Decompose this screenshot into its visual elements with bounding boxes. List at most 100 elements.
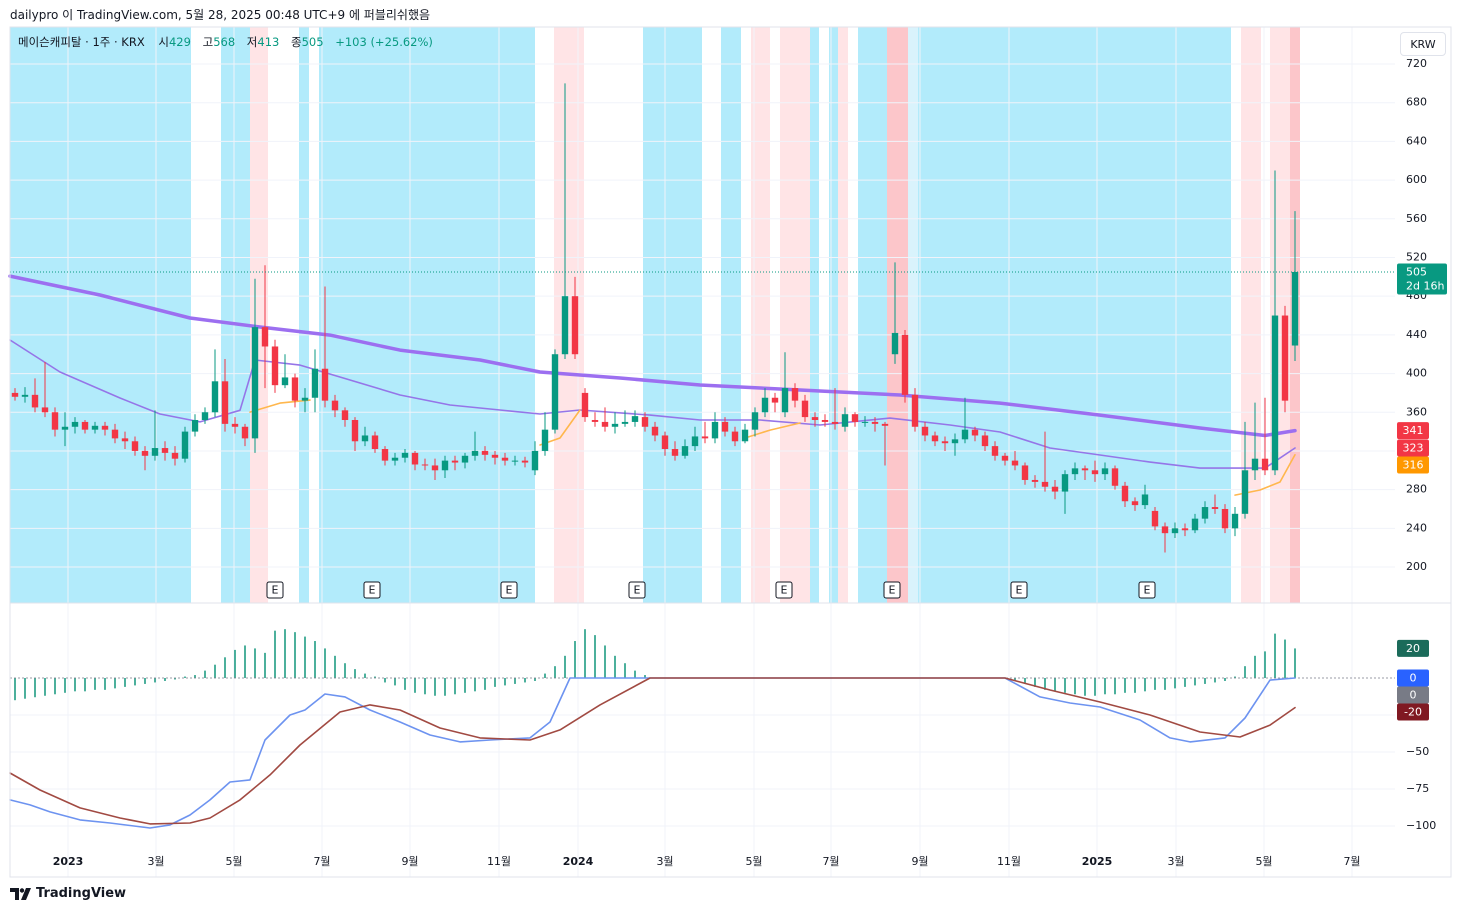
value-label-box [1397,456,1429,474]
candle-body [691,436,699,447]
high-label: 고 [202,35,214,49]
background-zone [643,27,702,603]
y-tick-label: −75 [1406,782,1429,795]
bar-countdown: 2d 16h [1406,280,1444,293]
y-tick-label: 600 [1406,173,1427,186]
candle-body [561,296,569,355]
background-zone [751,27,770,603]
open-label: 시 [158,35,169,49]
candle-body [1191,518,1199,531]
x-tick-label: 3월 [147,855,164,868]
background-zone [554,27,584,603]
earnings-marker [628,581,646,599]
background-zone [838,27,848,603]
earnings-marker [500,581,518,599]
candle-body [111,429,119,439]
indicator-line [9,677,1296,829]
x-tick-label: 9월 [401,855,418,868]
value-label-box [1397,639,1429,657]
chart-frame [9,26,1452,878]
candle-body [81,421,89,430]
candle-body [901,334,909,395]
logo-text: TradingView [36,886,127,901]
candle-body [581,392,589,418]
y-tick-label: 400 [1406,367,1427,380]
candle-body [181,431,189,459]
candle-body [201,412,209,420]
candle-body [1131,501,1139,506]
candle-body [1231,513,1239,529]
candle-body [1101,468,1109,475]
currency-button[interactable]: KRW [1400,32,1446,56]
background-zone [319,27,535,603]
candle-body [511,460,519,462]
candle-body [951,439,959,444]
candle-body [441,460,449,471]
background-zone [810,27,819,603]
background-zone [1270,27,1290,603]
candle-body [451,460,459,463]
candle-body [601,421,609,427]
candle-body [611,423,619,427]
candle-body [51,412,59,430]
candle-body [391,457,399,461]
x-tick-label: 11월 [997,855,1021,868]
earnings-label: E [889,584,896,597]
candle-body [221,381,229,424]
indicator-line [9,677,1296,825]
candle-body [1041,481,1049,487]
x-tick-label: 7월 [313,855,330,868]
earnings-marker [1010,581,1028,599]
candle-body [791,388,799,401]
x-tick-label: 5월 [225,855,242,868]
candle-body [1281,315,1289,401]
y-tick-label: 680 [1406,96,1427,109]
value-label-box [1397,703,1429,721]
background-zone [887,27,908,603]
last-price-label: 505 [1406,266,1427,279]
candle-body [541,429,549,451]
candle-body [121,438,129,442]
candle-body [1221,508,1229,529]
earnings-label: E [1016,584,1023,597]
candle-body [131,441,139,451]
value-label: 0 [1410,672,1417,685]
candle-body [1241,470,1249,514]
candle-body [311,368,319,398]
candle-body [721,421,729,432]
candle-body [851,414,859,422]
value-label: -20 [1404,706,1422,719]
logo-icon [10,887,31,900]
background-zone [250,27,268,603]
candle-body [211,381,219,413]
attribution: dailypro 이 TradingView.com, 5월 28, 2025 … [10,8,431,22]
earnings-marker [1138,581,1156,599]
logo[interactable]: TradingView [10,886,126,901]
candle-body [821,419,829,422]
x-tick-label: 11월 [487,855,511,868]
x-tick-label: 3월 [656,855,673,868]
candle-body [931,435,939,442]
value-label-box [1397,686,1429,704]
background-zone [721,27,741,603]
earnings-marker [775,581,793,599]
candle-body [151,448,159,456]
y-tick-label: 640 [1406,134,1427,147]
candle-body [481,450,489,455]
candle-body [21,394,29,397]
candle-body [461,455,469,463]
candle-body [161,448,169,453]
candle-body [1181,528,1189,531]
candle-body [621,421,629,424]
value-label-box [1397,422,1429,440]
candle-body [381,449,389,461]
candle-body [301,397,309,401]
background-zone [299,27,309,603]
open-value: 429 [168,35,191,49]
candle-body [341,410,349,420]
background-zone [10,27,191,603]
candle-body [921,426,929,436]
candle-body [711,421,719,439]
candle-body [801,400,809,418]
